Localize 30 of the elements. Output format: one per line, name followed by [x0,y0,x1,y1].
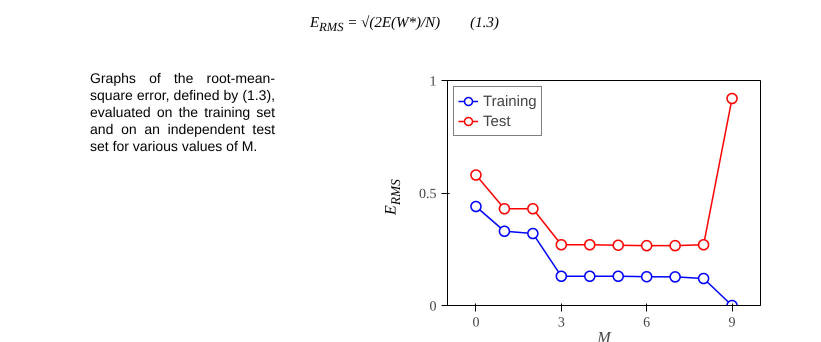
legend-label: Training [483,92,537,110]
point [698,272,710,284]
point [470,200,482,212]
x-tick-label: 9 [728,316,736,330]
point [669,240,681,252]
point [640,240,652,252]
point [584,239,596,250]
point [584,270,596,282]
point [698,239,710,250]
x-tick-label: 3 [558,316,565,330]
point [527,203,539,214]
point [669,271,681,283]
text: E$_{RMS}$ = √(2E(W*)/N) (1.3) [308,14,499,36]
legend-label: Test [483,112,511,130]
point [498,226,510,237]
point [612,239,624,251]
text: Graphs of the root-mean-square error, defined by (1.3), evaluated on the training set and on an independent test set for various values of M. [89,69,275,155]
point [527,228,539,240]
y-tick-label: 1 [430,74,436,90]
point [470,169,482,181]
x-tick-label: 6 [643,316,650,330]
point [640,270,652,282]
point [726,92,738,104]
y-tick-label: 0 [430,300,436,314]
y-tick-label: 0.5 [419,187,436,202]
point [556,270,568,282]
point [612,270,624,282]
x-tick-label: 0 [472,316,480,330]
point [498,203,510,214]
point [556,239,568,250]
